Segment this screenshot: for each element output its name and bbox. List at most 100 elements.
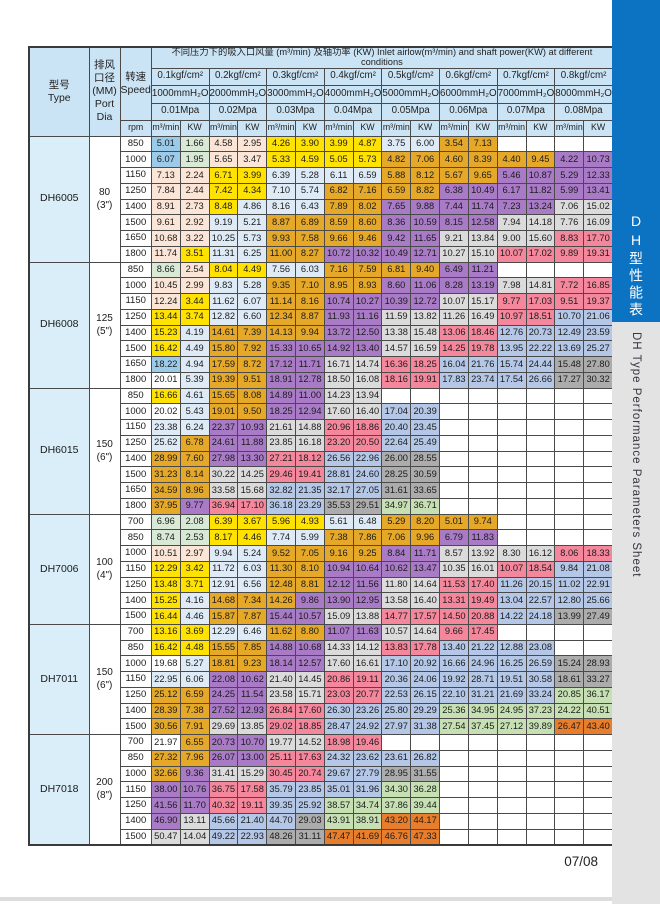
value-cell: 6.07 (237, 293, 268, 310)
value-cell: 7.23 (496, 198, 527, 216)
value-cell: 26.56 (323, 450, 354, 468)
value-cell: 20.92 (410, 655, 440, 672)
value-cell: 12.76 (496, 324, 527, 342)
value-cell: 8.28 (439, 277, 469, 294)
value-cell: 14.12 (352, 639, 383, 657)
value-cell: 15.33 (266, 340, 296, 357)
value-cell: 18.98 (323, 734, 354, 751)
value-cell: 12.78 (295, 371, 325, 389)
value-cell: 13.00 (237, 749, 268, 767)
value-cell: 18.51 (525, 308, 556, 326)
value-cell (439, 797, 469, 814)
value-cell: 13.88 (352, 608, 383, 625)
value-cell: 11.21 (467, 261, 498, 279)
table-row: 1250 25.62 6.78 24.61 11.88 23.85 16.18 23.20 20… (29, 434, 614, 452)
header-pressure: 0.4kgf/cm² (323, 67, 383, 86)
table-row: DH7006 100 (4") 700 6.96 2.08 6.39 3.67 5.96 4.9… (28, 513, 614, 625)
value-cell: 19.37 (583, 293, 614, 310)
value-cell: 8.83 (554, 230, 585, 247)
value-cell (583, 434, 614, 452)
value-cell: 20.73 (208, 734, 239, 751)
value-cell: 3.99 (323, 135, 354, 153)
value-cell (439, 734, 469, 751)
value-cell: 14.81 (525, 277, 556, 294)
value-cell: 7.72 (554, 277, 585, 294)
value-cell: 4.58 (208, 135, 239, 153)
value-cell: 36.17 (583, 686, 614, 704)
value-cell: 45.66 (208, 812, 239, 830)
value-cell: 16.40 (410, 592, 440, 609)
value-cell: 9.50 (237, 403, 268, 420)
table-row: 1150 38.00 10.76 36.75 17.58 35.79 23.85 35.01 3… (29, 781, 614, 798)
value-cell: 14.04 (179, 828, 210, 846)
table-row: 1000 19.68 5.27 18.81 9.23 18.14 12.57 17.60 16.… (29, 655, 614, 672)
value-cell (525, 135, 556, 153)
value-cell: 12.24 (150, 293, 181, 310)
value-cell: 4.19 (179, 324, 210, 342)
value-cell: 16.12 (525, 545, 556, 562)
value-cell: 7.56 (266, 261, 296, 279)
value-cell (439, 403, 469, 420)
value-cell (525, 734, 556, 751)
value-cell: 10.35 (439, 560, 469, 578)
value-cell: 6.60 (237, 308, 268, 326)
header-unit-flow: m³/min (150, 119, 181, 137)
speed-cell: 1250 (119, 308, 152, 326)
value-cell (496, 765, 527, 783)
value-cell (525, 797, 556, 814)
value-cell: 12.94 (295, 403, 325, 420)
value-cell: 22.57 (525, 592, 556, 609)
value-cell: 10.39 (381, 293, 412, 310)
value-cell (525, 513, 556, 531)
value-cell: 39.89 (525, 718, 556, 735)
value-cell: 16.42 (150, 340, 181, 357)
value-cell: 21.06 (583, 308, 614, 326)
value-cell: 20.86 (323, 671, 354, 688)
table-row: DH7018 200 (8") 700 21.97 6.55 20.73 10.70 19.7… (28, 733, 614, 846)
value-cell (439, 466, 469, 483)
value-cell: 13.72 (323, 324, 354, 342)
value-cell: 4.16 (179, 592, 210, 609)
value-cell: 11.62 (266, 623, 296, 641)
value-cell: 15.17 (467, 293, 498, 310)
value-cell: 12.29 (150, 560, 181, 578)
value-cell: 8.06 (554, 545, 585, 562)
value-cell: 17.57 (410, 608, 440, 625)
value-cell: 2.92 (179, 214, 210, 231)
value-cell (496, 497, 527, 515)
value-cell: 34.30 (381, 781, 412, 798)
value-cell: 26.84 (266, 702, 296, 720)
value-cell: 18.25 (266, 403, 296, 420)
model-cell: DH7018 (28, 733, 90, 846)
value-cell: 7.91 (179, 718, 210, 735)
value-cell: 7.34 (237, 592, 268, 609)
speed-cell: 1400 (119, 702, 152, 720)
value-cell: 8.80 (295, 623, 325, 641)
value-cell (467, 828, 498, 846)
value-cell: 11.07 (323, 623, 354, 641)
value-cell: 11.59 (381, 308, 412, 326)
value-cell (554, 419, 585, 436)
value-cell (583, 419, 614, 436)
value-cell: 7.94 (496, 214, 527, 231)
value-cell (554, 749, 585, 767)
value-cell: 26.00 (381, 450, 412, 468)
value-cell: 7.39 (237, 324, 268, 342)
value-cell: 20.96 (323, 419, 354, 436)
value-cell: 11.63 (352, 623, 383, 641)
value-cell: 36.94 (208, 497, 239, 515)
value-cell: 15.09 (323, 608, 354, 625)
header-mpa: 0.05Mpa (381, 102, 440, 121)
port-dia-cell: 150 (6") (88, 387, 121, 515)
value-cell: 16.36 (381, 356, 412, 373)
value-cell: 16.66 (150, 387, 181, 405)
value-cell: 1.95 (179, 151, 210, 168)
value-cell (496, 434, 527, 452)
value-cell: 16.25 (496, 655, 527, 672)
value-cell: 17.59 (208, 356, 239, 373)
speed-cell: 1500 (119, 608, 152, 625)
table-row: 1800 11.74 3.51 11.31 6.25 11.00 8.27 10.72 10.3… (29, 245, 614, 263)
value-cell: 32.17 (323, 482, 354, 499)
value-cell: 33.58 (208, 482, 239, 499)
value-cell: 17.60 (295, 702, 325, 720)
